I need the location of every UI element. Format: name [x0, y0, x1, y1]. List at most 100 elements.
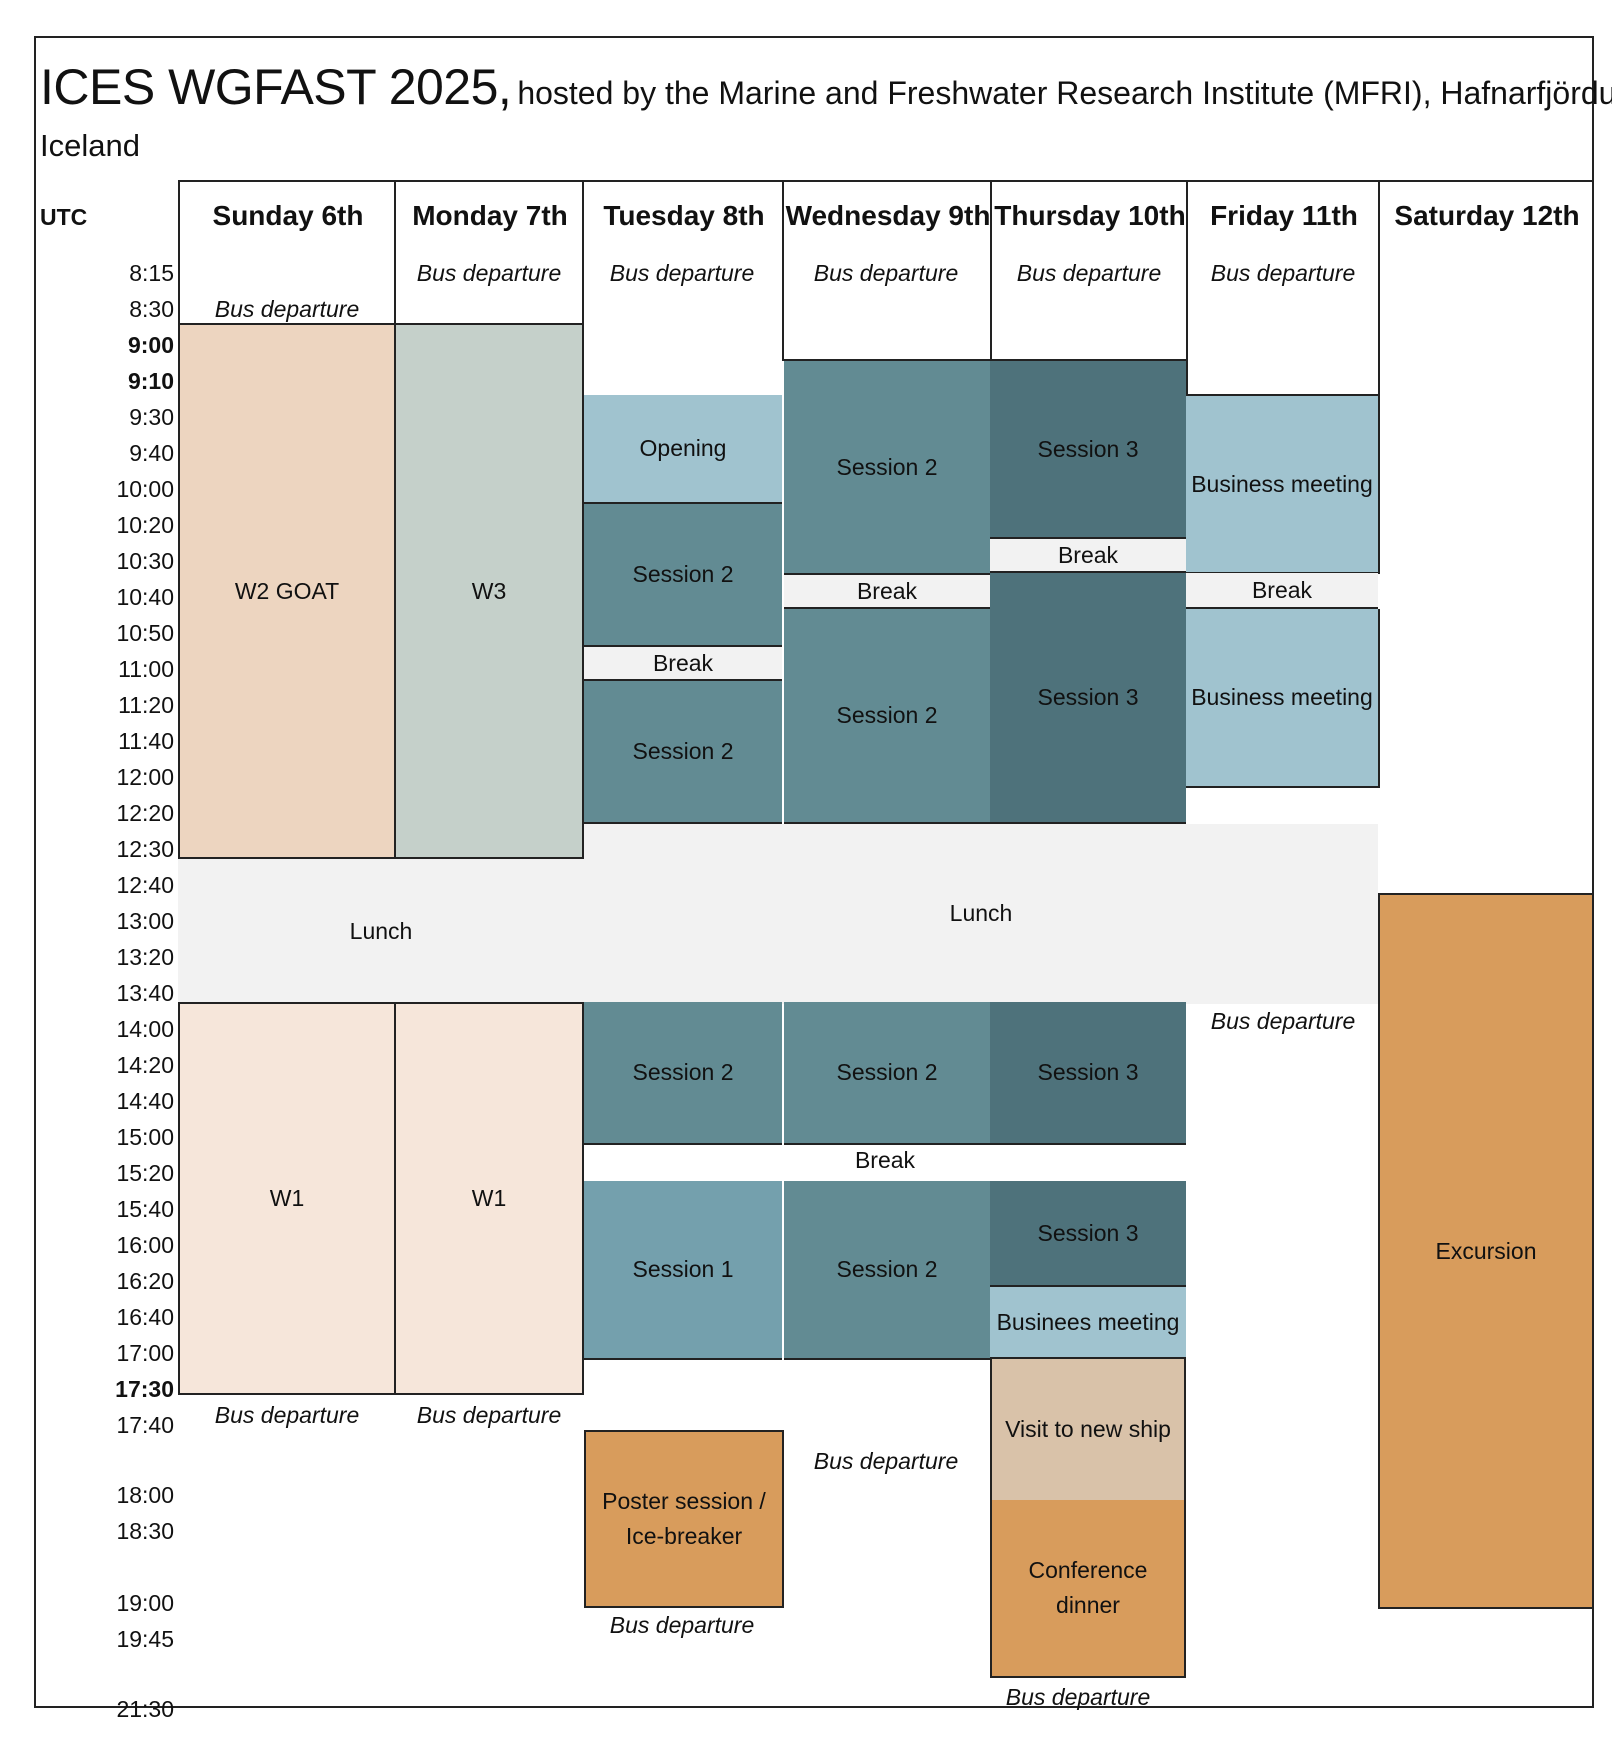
time-label: 14:20 [116, 1052, 174, 1078]
tuesday-break-am: Break [584, 645, 782, 681]
thursday-break-am: Break [990, 537, 1186, 573]
column-divider [782, 181, 784, 361]
tuesday-session2-block3: Session 2 [584, 1002, 782, 1145]
wednesday-session2-block1: Session 2 [784, 359, 990, 573]
page-title: ICES WGFAST 2025, hosted by the Marine an… [40, 58, 1612, 116]
time-label: 13:20 [116, 944, 174, 970]
column-divider [582, 181, 584, 326]
wednesday-session2-block3: Session 2 [784, 1002, 990, 1145]
bus-departure-wednesday-pm: Bus departure [813, 1448, 959, 1474]
time-label: 16:20 [116, 1268, 174, 1294]
workshop-w1-sunday: W1 [178, 1002, 396, 1395]
title-subtitle: hosted by the Marine and Freshwater Rese… [517, 75, 1612, 111]
bus-departure-wednesday-am: Bus departure [813, 260, 959, 286]
thursday-session3-block1: Session 3 [990, 359, 1186, 538]
bus-departure-sunday-pm: Bus departure [214, 1402, 360, 1428]
workshop-w2-goat: W2 GOAT [178, 323, 396, 859]
time-label: 9:10 [127, 368, 174, 394]
column-divider [990, 181, 992, 361]
time-label: 12:20 [116, 800, 174, 826]
time-label: 16:00 [116, 1232, 174, 1258]
tuesday-session1: Session 1 [584, 1181, 782, 1360]
time-label: 19:45 [116, 1626, 174, 1652]
time-label: 10:20 [116, 512, 174, 538]
time-label: 8:15 [129, 260, 174, 286]
friday-business-meeting-2: Business meeting [1186, 609, 1380, 788]
time-label: 12:30 [116, 836, 174, 862]
time-label: 15:20 [116, 1160, 174, 1186]
bus-departure-thursday-pm: Bus departure [1005, 1684, 1151, 1710]
time-label: 11:20 [118, 692, 174, 718]
tuesday-session2-block1: Session 2 [584, 502, 782, 645]
time-label: 17:30 [115, 1376, 174, 1402]
friday-break: Break [1186, 573, 1378, 609]
time-label: 12:40 [116, 872, 174, 898]
column-divider [1378, 181, 1380, 395]
utc-label: UTC [40, 204, 88, 230]
title-location: Iceland [40, 128, 140, 163]
time-label: 11:40 [118, 728, 174, 754]
bus-departure-monday-pm: Bus departure [416, 1402, 562, 1428]
poster-session-ice-breaker: Poster session / Ice-breaker [584, 1430, 784, 1608]
day-header-thursday: Thursday 10th [994, 200, 1186, 231]
thursday-session3-block2: Session 3 [990, 573, 1186, 824]
time-label: 11:00 [118, 656, 174, 682]
bus-departure-friday-am: Bus departure [1210, 260, 1356, 286]
wednesday-session2-block4: Session 2 [784, 1181, 990, 1360]
workshop-w1-monday: W1 [394, 1002, 584, 1395]
column-divider [1186, 181, 1188, 395]
bus-departure-tuesday-am: Bus departure [609, 260, 755, 286]
time-label: 12:00 [116, 764, 174, 790]
excursion: Excursion [1378, 893, 1594, 1609]
time-label: 13:00 [116, 908, 174, 934]
lunch-label-sun-mon: Lunch [349, 918, 413, 944]
wednesday-session2-block2: Session 2 [784, 609, 990, 824]
time-label: 9:00 [127, 332, 174, 358]
day-header-monday: Monday 7th [412, 200, 568, 231]
time-label: 10:30 [116, 548, 174, 574]
bus-departure-friday-pm: Bus departure [1210, 1008, 1356, 1034]
schedule-frame [34, 36, 1594, 1708]
time-label: 13:40 [116, 980, 174, 1006]
opening-session: Opening [584, 395, 782, 502]
day-header-tuesday: Tuesday 8th [603, 200, 765, 231]
time-label: 19:00 [116, 1590, 174, 1616]
bus-departure-sunday-am: Bus departure [214, 296, 360, 322]
time-label: 17:40 [116, 1412, 174, 1438]
thursday-session3-block3: Session 3 [990, 1002, 1186, 1145]
bus-departure-thursday-am: Bus departure [1016, 260, 1162, 286]
day-header-saturday: Saturday 12th [1394, 200, 1580, 231]
title-main: ICES WGFAST 2025, [40, 59, 512, 115]
time-label: 14:40 [116, 1088, 174, 1114]
title-divider [178, 180, 1594, 182]
friday-business-meeting-1: Business meeting [1186, 394, 1380, 574]
time-label: 17:00 [116, 1340, 174, 1366]
time-label: 10:50 [116, 620, 174, 646]
tuesday-session2-block2: Session 2 [584, 681, 782, 824]
time-label: 21:30 [116, 1696, 174, 1722]
bus-departure-tuesday-pm: Bus departure [609, 1612, 755, 1638]
visit-to-new-ship: Visit to new ship [990, 1359, 1186, 1500]
time-label: 15:40 [116, 1196, 174, 1222]
time-label: 10:40 [116, 584, 174, 610]
time-label: 18:00 [116, 1482, 174, 1508]
time-label: 8:30 [129, 296, 174, 322]
wednesday-break-am: Break [784, 573, 990, 609]
time-label: 18:30 [116, 1518, 174, 1544]
lunch-label-tue-fri: Lunch [949, 900, 1013, 926]
time-label: 14:00 [116, 1016, 174, 1042]
column-divider [394, 181, 396, 326]
day-header-sunday: Sunday 6th [212, 200, 364, 231]
time-label: 16:40 [116, 1304, 174, 1330]
day-header-friday: Friday 11th [1210, 200, 1358, 231]
time-label: 15:00 [116, 1124, 174, 1150]
conference-dinner: Conference dinner [990, 1500, 1186, 1678]
day-header-wednesday: Wednesday 9th [785, 200, 991, 231]
time-label: 9:40 [129, 440, 174, 466]
column-divider [178, 181, 180, 326]
bus-departure-monday-am: Bus departure [416, 260, 562, 286]
thursday-session3-block4: Session 3 [990, 1181, 1186, 1287]
time-label: 9:30 [129, 404, 174, 430]
time-label: 10:00 [116, 476, 174, 502]
workshop-w3: W3 [394, 323, 584, 859]
